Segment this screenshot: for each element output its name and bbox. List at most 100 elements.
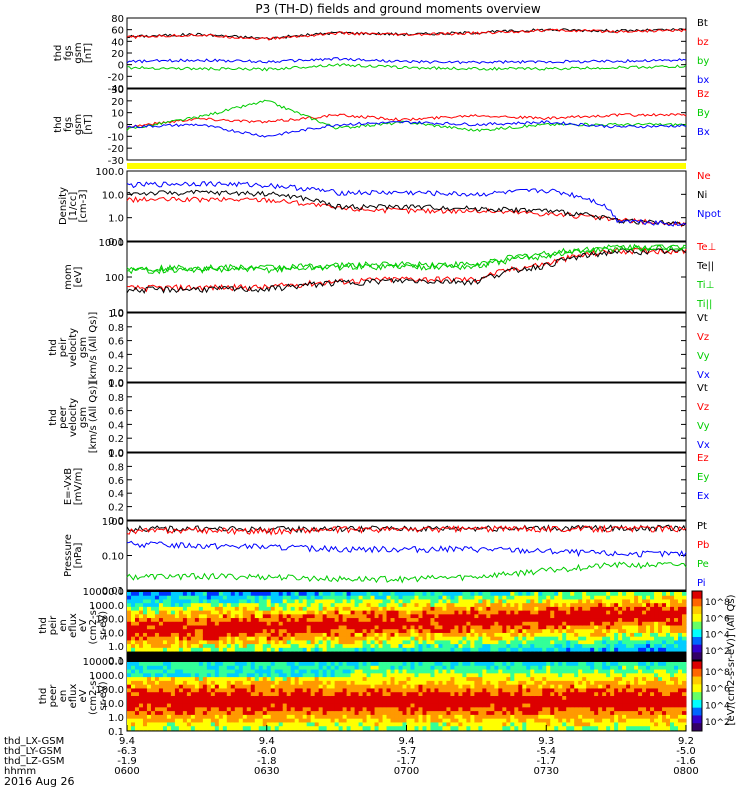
heatmap-cell <box>550 610 555 615</box>
heatmap-cell <box>218 692 224 697</box>
heatmap-cell <box>474 614 479 619</box>
heatmap-cell <box>510 640 515 645</box>
heatmap-cell <box>127 665 132 670</box>
heatmap-cell <box>474 632 479 638</box>
heatmap-cell <box>562 665 567 670</box>
heatmap-cell <box>546 673 551 678</box>
heatmap-cell <box>614 618 619 623</box>
heatmap-cell <box>402 703 407 708</box>
heatmap-cell <box>246 655 252 660</box>
y-axis-label: thd fgs gsm [nT] <box>53 42 94 63</box>
heatmap-cell <box>134 621 140 626</box>
heatmap-cell <box>322 647 328 652</box>
heatmap-cell <box>654 647 659 652</box>
heatmap-cell <box>522 684 527 689</box>
heatmap-cell <box>434 603 439 608</box>
heatmap-cell <box>450 699 455 704</box>
heatmap-cell <box>566 669 571 674</box>
heatmap-cell <box>442 680 447 686</box>
heatmap-cell <box>198 651 204 656</box>
heatmap-cell <box>354 625 359 630</box>
heatmap-cell <box>150 621 156 626</box>
heatmap-cell <box>566 606 571 612</box>
heatmap-cell <box>530 677 535 682</box>
heatmap-cell <box>514 714 519 720</box>
heatmap-cell <box>566 662 571 667</box>
heatmap-cell <box>494 595 499 600</box>
heatmap-cell <box>538 688 543 693</box>
heatmap-cell <box>630 655 635 660</box>
heatmap-cell <box>642 644 647 649</box>
heatmap-cell <box>354 722 359 727</box>
heatmap-cell <box>226 692 232 697</box>
heatmap-cell <box>362 595 367 600</box>
heatmap-cell <box>134 718 140 723</box>
heatmap-cell <box>418 618 423 623</box>
heatmap-cell <box>630 592 635 597</box>
heatmap-cell <box>582 632 587 638</box>
heatmap-cell <box>266 692 272 697</box>
heatmap-cell <box>610 673 615 678</box>
heatmap-cell <box>194 632 200 638</box>
heatmap-cell <box>198 606 204 612</box>
heatmap-cell <box>342 677 348 682</box>
heatmap-cell <box>410 696 415 701</box>
heatmap-cell <box>674 614 679 619</box>
heatmap-cell <box>398 610 403 615</box>
heatmap-cell <box>386 599 391 604</box>
heatmap-cell <box>210 677 216 682</box>
heatmap-cell <box>494 632 499 638</box>
heatmap-cell <box>162 718 168 723</box>
heatmap-cell <box>154 640 160 645</box>
heatmap-cell <box>166 718 172 723</box>
heatmap-cell <box>390 711 395 716</box>
heatmap-cell <box>127 714 132 720</box>
heatmap-cell <box>450 665 455 670</box>
heatmap-cell <box>502 599 507 604</box>
heatmap-cell <box>438 614 443 619</box>
series-line <box>126 561 687 584</box>
heatmap-cell <box>326 665 332 670</box>
y-tick-label: 0.2 <box>108 503 124 514</box>
heatmap-cell <box>670 595 675 600</box>
heatmap-cell <box>446 707 451 712</box>
heatmap-cell <box>498 692 503 697</box>
heatmap-cell <box>326 688 332 693</box>
heatmap-cell <box>386 680 391 686</box>
heatmap-cell <box>338 629 344 634</box>
heatmap-cell <box>370 603 375 608</box>
heatmap-cell <box>270 614 276 619</box>
heatmap-cell <box>194 599 200 604</box>
heatmap-cell <box>142 647 148 652</box>
heatmap-cell <box>150 699 156 704</box>
heatmap-cell <box>570 606 575 612</box>
heatmap-cell <box>518 718 523 723</box>
heatmap-cell <box>610 655 615 660</box>
heatmap-cell <box>606 692 611 697</box>
heatmap-cell <box>274 655 280 660</box>
heatmap-cell <box>254 684 260 689</box>
heatmap-cell <box>258 707 264 712</box>
heatmap-cell <box>310 644 316 649</box>
heatmap-cell <box>298 665 304 670</box>
heatmap-cell <box>678 625 683 630</box>
heatmap-cell <box>522 703 527 708</box>
heatmap-cell <box>218 632 224 638</box>
heatmap-cell <box>402 599 407 604</box>
y-tick-label: 10000.0 <box>83 587 124 598</box>
heatmap-cell <box>222 625 228 630</box>
heatmap-cell <box>374 610 379 615</box>
heatmap-cell <box>158 726 164 731</box>
heatmap-cell <box>474 665 479 670</box>
heatmap-cell <box>382 647 387 652</box>
heatmap-cell <box>514 603 519 608</box>
heatmap-cell <box>322 636 328 641</box>
heatmap-cell <box>418 677 423 682</box>
heatmap-cell <box>310 680 316 686</box>
heatmap-cell <box>186 647 192 652</box>
heatmap-cell <box>670 606 675 612</box>
y-axis-label: Pressure [nPa] <box>63 534 84 577</box>
heatmap-cell <box>398 714 403 720</box>
heatmap-cell <box>630 606 635 612</box>
